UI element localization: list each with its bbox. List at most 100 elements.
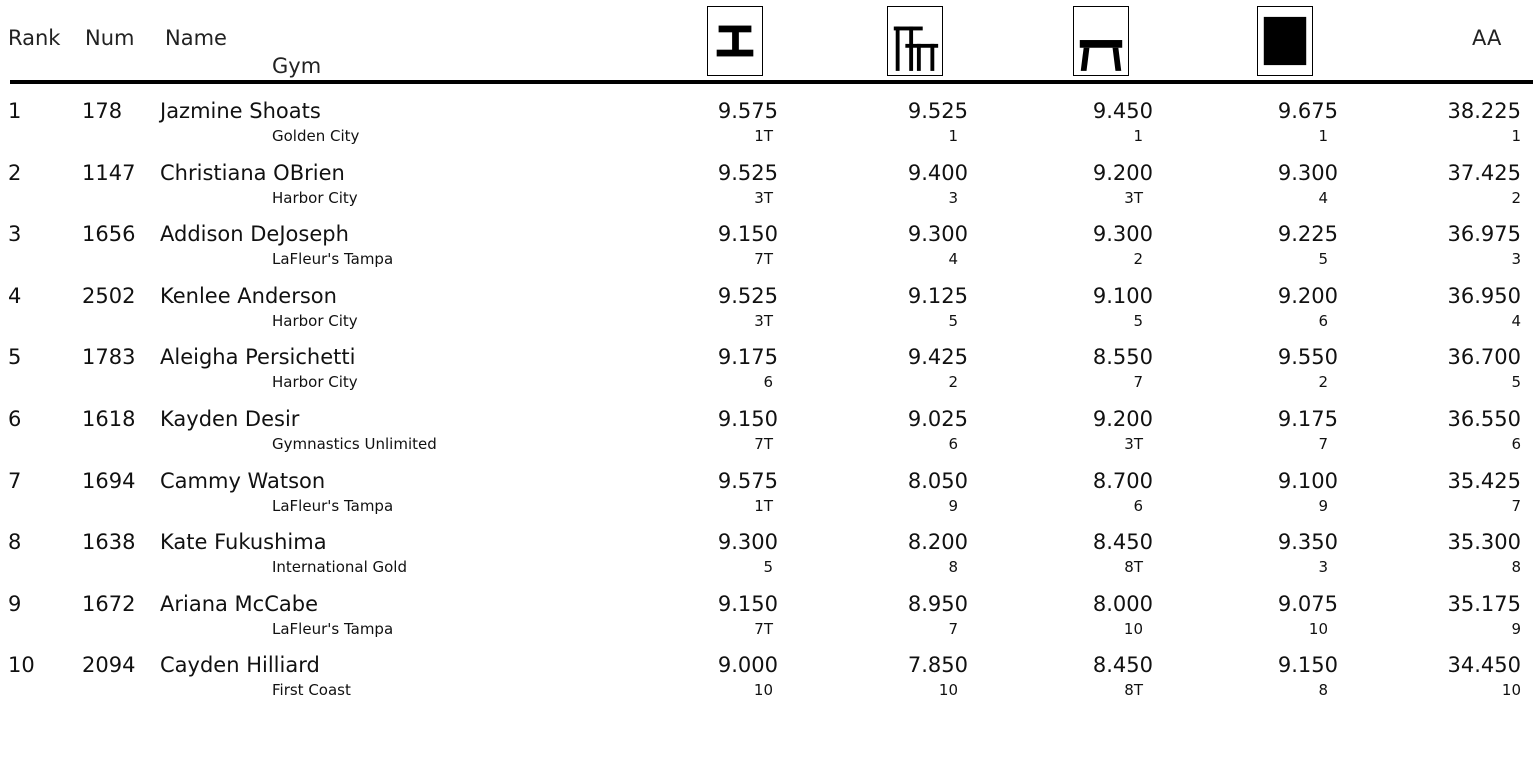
- header-divider: [10, 80, 1533, 84]
- num-cell: 2094: [82, 653, 136, 678]
- gym-header: Gym: [272, 54, 322, 78]
- event-place: 5: [948, 311, 958, 330]
- aa-score: 35.425: [1447, 468, 1521, 493]
- rank-cell: 3: [8, 222, 22, 247]
- event-score: 8.450: [1092, 530, 1153, 555]
- gym-name: LaFleur's Tampa: [272, 619, 394, 638]
- event-place: 7T: [754, 435, 773, 453]
- event-place: 3: [948, 188, 958, 207]
- table-row: 1 178 Jazmine Shoats Golden City 9.575 1T 9.52…: [0, 99, 1533, 159]
- event-place: 3T: [1124, 435, 1143, 453]
- event-place: 2: [1133, 250, 1143, 269]
- aa-score: 35.175: [1447, 591, 1521, 616]
- rank-cell: 9: [8, 591, 22, 616]
- gym-name: LaFleur's Tampa: [272, 250, 394, 269]
- event-place: 10: [753, 681, 773, 700]
- gym-name: Golden City: [272, 127, 360, 145]
- event-place: 1: [1133, 127, 1143, 145]
- event-place: 8: [1318, 681, 1328, 700]
- aa-place: 7: [1511, 496, 1521, 515]
- event-score: 9.525: [717, 283, 778, 308]
- event-score: 9.575: [717, 99, 778, 123]
- num-cell: 1783: [82, 345, 136, 370]
- aa-place: 10: [1501, 681, 1521, 700]
- aa-place: 3: [1511, 250, 1521, 269]
- gym-name: LaFleur's Tampa: [272, 496, 394, 515]
- event-score: 9.025: [907, 407, 968, 431]
- aa-score: 37.425: [1447, 160, 1521, 185]
- athlete-name: Addison DeJoseph: [160, 222, 349, 247]
- event-place: 6: [948, 435, 958, 453]
- gym-name: International Gold: [272, 558, 407, 577]
- event-place: 3T: [754, 311, 773, 330]
- rank-cell: 5: [8, 345, 22, 370]
- athlete-name: Kayden Desir: [160, 407, 300, 431]
- event-place: 10: [1308, 619, 1328, 638]
- event-score: 8.700: [1092, 468, 1153, 493]
- event-place: 5: [1133, 311, 1143, 330]
- event-score: 9.150: [717, 407, 778, 431]
- num-cell: 1147: [82, 160, 136, 185]
- event-score: 9.525: [907, 99, 968, 123]
- name-header: Name: [165, 26, 227, 50]
- gym-name: Harbor City: [272, 188, 358, 207]
- rank-cell: 4: [8, 283, 22, 308]
- rank-cell: 7: [8, 468, 22, 493]
- table-row: 8 1638 Kate Fukushima International Gold 9.3…: [0, 530, 1533, 590]
- vault-icon: [707, 6, 763, 76]
- num-cell: 1638: [82, 530, 136, 555]
- rank-cell: 1: [8, 99, 22, 123]
- aa-score: 35.300: [1447, 530, 1521, 555]
- event-place: 7T: [754, 250, 773, 269]
- event-place: 10: [1123, 619, 1143, 638]
- aa-score: 34.450: [1447, 653, 1521, 678]
- athlete-name: Jazmine Shoats: [160, 99, 321, 123]
- num-header: Num: [85, 26, 135, 50]
- event-place: 1: [1318, 127, 1328, 145]
- event-place: 2: [948, 373, 958, 392]
- event-place: 5: [763, 558, 773, 577]
- event-score: 9.200: [1277, 283, 1338, 308]
- event-score: 9.000: [717, 653, 778, 678]
- event-place: 10: [938, 681, 958, 700]
- event-score: 9.675: [1277, 99, 1338, 123]
- event-score: 9.125: [907, 283, 968, 308]
- event-score: 8.950: [907, 591, 968, 616]
- event-place: 1: [948, 127, 958, 145]
- event-score: 9.150: [717, 222, 778, 247]
- event-score: 9.450: [1092, 99, 1153, 123]
- event-score: 8.200: [907, 530, 968, 555]
- event-place: 8: [948, 558, 958, 577]
- table-row: 4 2502 Kenlee Anderson Harbor City 9.525 3T 9.…: [0, 284, 1533, 344]
- num-cell: 1618: [82, 407, 136, 431]
- gym-name: Gymnastics Unlimited: [272, 435, 437, 453]
- rank-cell: 10: [8, 653, 35, 678]
- aa-score: 36.975: [1447, 222, 1521, 247]
- table-row: 9 1672 Ariana McCabe LaFleur's Tampa 9.150 7T…: [0, 592, 1533, 652]
- event-score: 8.050: [907, 468, 968, 493]
- event-score: 9.300: [907, 222, 968, 247]
- athlete-name: Kate Fukushima: [160, 530, 327, 555]
- num-cell: 1656: [82, 222, 136, 247]
- table-row: 3 1656 Addison DeJoseph LaFleur's Tampa 9.15…: [0, 222, 1533, 282]
- uneven-bars-icon: [887, 6, 943, 76]
- event-place: 8T: [1124, 558, 1143, 577]
- event-place: 3T: [1124, 188, 1143, 207]
- event-score: 9.425: [907, 345, 968, 370]
- aa-place: 6: [1511, 435, 1521, 453]
- event-score: 9.225: [1277, 222, 1338, 247]
- rank-cell: 2: [8, 160, 22, 185]
- event-score: 9.175: [717, 345, 778, 370]
- event-place: 6: [763, 373, 773, 392]
- aa-score: 36.550: [1447, 407, 1521, 431]
- aa-score: 38.225: [1447, 99, 1521, 123]
- aa-place: 1: [1511, 127, 1521, 145]
- gym-name: Harbor City: [272, 373, 358, 392]
- event-place: 1T: [754, 127, 773, 145]
- event-score: 8.550: [1092, 345, 1153, 370]
- athlete-name: Cayden Hilliard: [160, 653, 320, 678]
- event-score: 8.000: [1092, 591, 1153, 616]
- event-place: 3T: [754, 188, 773, 207]
- aa-place: 8: [1511, 558, 1521, 577]
- event-place: 7: [1318, 435, 1328, 453]
